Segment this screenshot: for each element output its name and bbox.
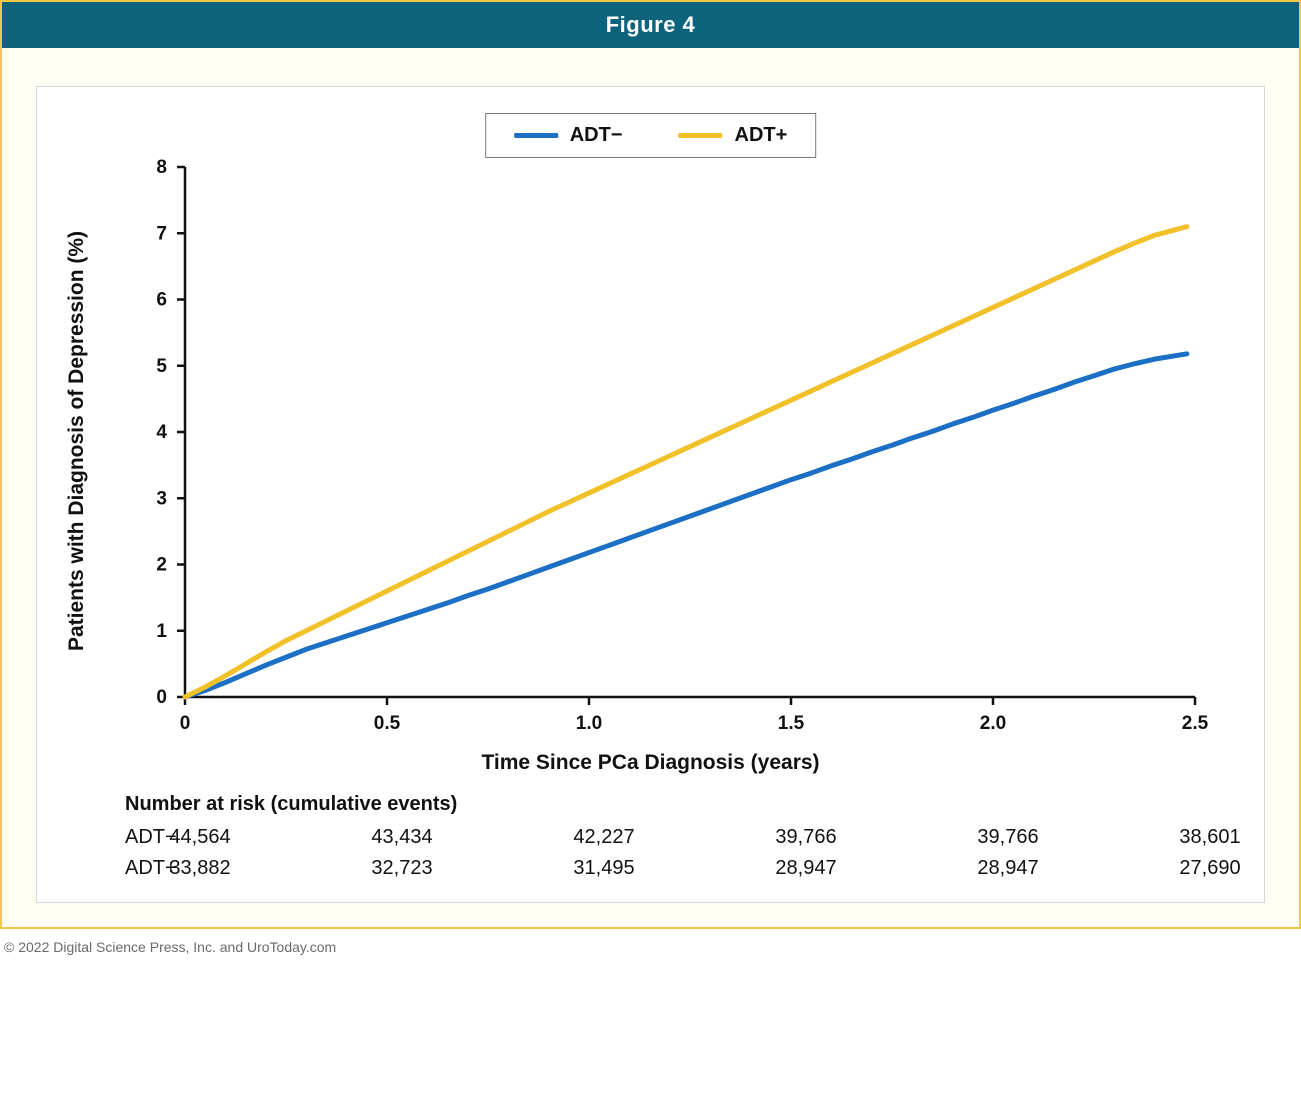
risk-cell: 27,690 xyxy=(1160,853,1260,884)
svg-text:0: 0 xyxy=(180,713,191,734)
chart-area: ADT− ADT+ 0 1 2 3 4 5 6 7 8 0 0.5 1.0 1.5 2.0 2.5 Pati… xyxy=(65,111,1236,771)
risk-table: Number at risk (cumulative events) ADT−4… xyxy=(125,793,1236,884)
figure-title-bar: Figure 4 xyxy=(2,2,1299,48)
svg-text:6: 6 xyxy=(156,290,167,311)
legend-item-adt-minus: ADT− xyxy=(514,124,623,147)
legend-item-adt-plus: ADT+ xyxy=(679,124,788,147)
legend-swatch-adt-plus xyxy=(679,133,723,138)
svg-text:2.0: 2.0 xyxy=(980,713,1006,734)
risk-cell: 44,564 xyxy=(150,822,250,853)
risk-cell: 43,434 xyxy=(352,822,452,853)
svg-text:1: 1 xyxy=(156,621,167,642)
risk-cell: 31,495 xyxy=(554,853,654,884)
risk-cell: 32,723 xyxy=(352,853,452,884)
svg-text:0.5: 0.5 xyxy=(374,713,401,734)
risk-cell: 33,882 xyxy=(150,853,250,884)
svg-text:4: 4 xyxy=(156,422,167,443)
svg-text:7: 7 xyxy=(156,223,167,244)
copyright-text: © 2022 Digital Science Press, Inc. and U… xyxy=(0,929,1301,955)
svg-text:1.5: 1.5 xyxy=(778,713,805,734)
svg-text:0: 0 xyxy=(156,687,167,708)
risk-cell: 39,766 xyxy=(756,822,856,853)
figure-title: Figure 4 xyxy=(606,12,696,37)
legend: ADT− ADT+ xyxy=(485,113,817,158)
legend-swatch-adt-minus xyxy=(514,133,558,138)
y-axis-label: Patients with Diagnosis of Depression (%… xyxy=(65,231,89,651)
figure-body: ADT− ADT+ 0 1 2 3 4 5 6 7 8 0 0.5 1.0 1.5 2.0 2.5 Pati… xyxy=(2,48,1299,927)
chart-card: ADT− ADT+ 0 1 2 3 4 5 6 7 8 0 0.5 1.0 1.5 2.0 2.5 Pati… xyxy=(36,86,1265,903)
legend-label-adt-minus: ADT− xyxy=(570,124,623,147)
legend-label-adt-plus: ADT+ xyxy=(735,124,788,147)
risk-table-title: Number at risk (cumulative events) xyxy=(125,793,1236,816)
risk-cell: 42,227 xyxy=(554,822,654,853)
plot-svg: 0 1 2 3 4 5 6 7 8 0 0.5 1.0 1.5 2.0 2.5 xyxy=(65,111,1225,771)
risk-cell: 28,947 xyxy=(756,853,856,884)
svg-text:5: 5 xyxy=(156,356,167,377)
risk-row: ADT−44,56443,43442,22739,76639,76638,601 xyxy=(125,822,1236,853)
figure-container: Figure 4 ADT− ADT+ 0 1 2 3 4 5 6 7 8 0 0.5 1.0 1.5 2.… xyxy=(0,0,1301,929)
svg-text:2: 2 xyxy=(156,555,167,576)
svg-text:3: 3 xyxy=(156,488,167,509)
svg-text:1.0: 1.0 xyxy=(576,713,602,734)
risk-cell: 39,766 xyxy=(958,822,1058,853)
risk-row: ADT+33,88232,72331,49528,94728,94727,690 xyxy=(125,853,1236,884)
risk-cell: 38,601 xyxy=(1160,822,1260,853)
risk-cell: 28,947 xyxy=(958,853,1058,884)
x-axis-label: Time Since PCa Diagnosis (years) xyxy=(481,751,819,775)
svg-text:8: 8 xyxy=(156,157,167,178)
svg-text:2.5: 2.5 xyxy=(1182,713,1209,734)
